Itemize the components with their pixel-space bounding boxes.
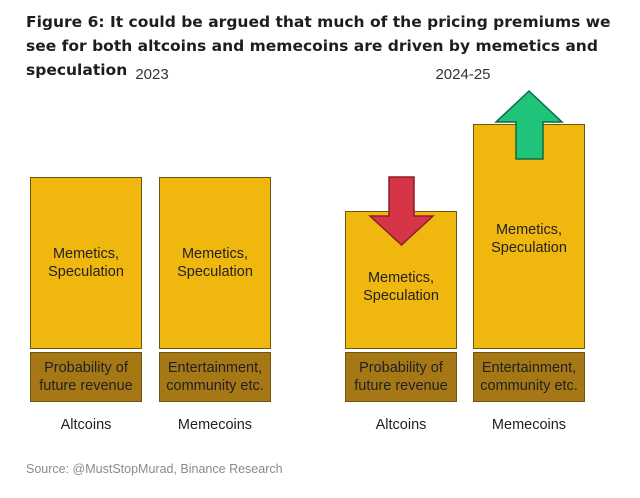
box-text: Entertainment, community etc. [480, 360, 578, 394]
box-memecoins-2024-entertainment: Entertainment, community etc. [473, 352, 585, 402]
group-label-2024-25: 2024-25 [435, 66, 491, 83]
column-label-altcoins-2024: Altcoins [375, 417, 427, 433]
box-altcoins-2023-revenue: Probability of future revenue [30, 352, 142, 402]
box-text: Memetics, Speculation [177, 246, 253, 280]
box-memecoins-2024-speculation: Memetics, Speculation [473, 124, 585, 349]
box-text: Probability of future revenue [39, 360, 133, 394]
figure-title: Figure 6: It could be argued that much o… [26, 13, 611, 79]
down-arrow-icon [368, 176, 435, 247]
box-memecoins-2023-speculation: Memetics, Speculation [159, 177, 271, 349]
box-altcoins-2024-revenue: Probability of future revenue [345, 352, 457, 402]
column-label-memecoins-2024: Memecoins [491, 417, 567, 433]
box-text: Probability of future revenue [354, 360, 448, 394]
source-note: Source: @MustStopMurad, Binance Research [26, 462, 283, 476]
box-memecoins-2023-entertainment: Entertainment, community etc. [159, 352, 271, 402]
box-text: Memetics, Speculation [491, 222, 567, 256]
box-altcoins-2023-speculation: Memetics, Speculation [30, 177, 142, 349]
up-arrow-icon [494, 89, 564, 160]
group-label-2023: 2023 [135, 66, 169, 83]
box-text: Entertainment, community etc. [166, 360, 264, 394]
box-text: Memetics, Speculation [363, 270, 439, 304]
column-label-altcoins-2023: Altcoins [60, 417, 112, 433]
column-label-memecoins-2023: Memecoins [177, 417, 253, 433]
box-text: Memetics, Speculation [48, 246, 124, 280]
